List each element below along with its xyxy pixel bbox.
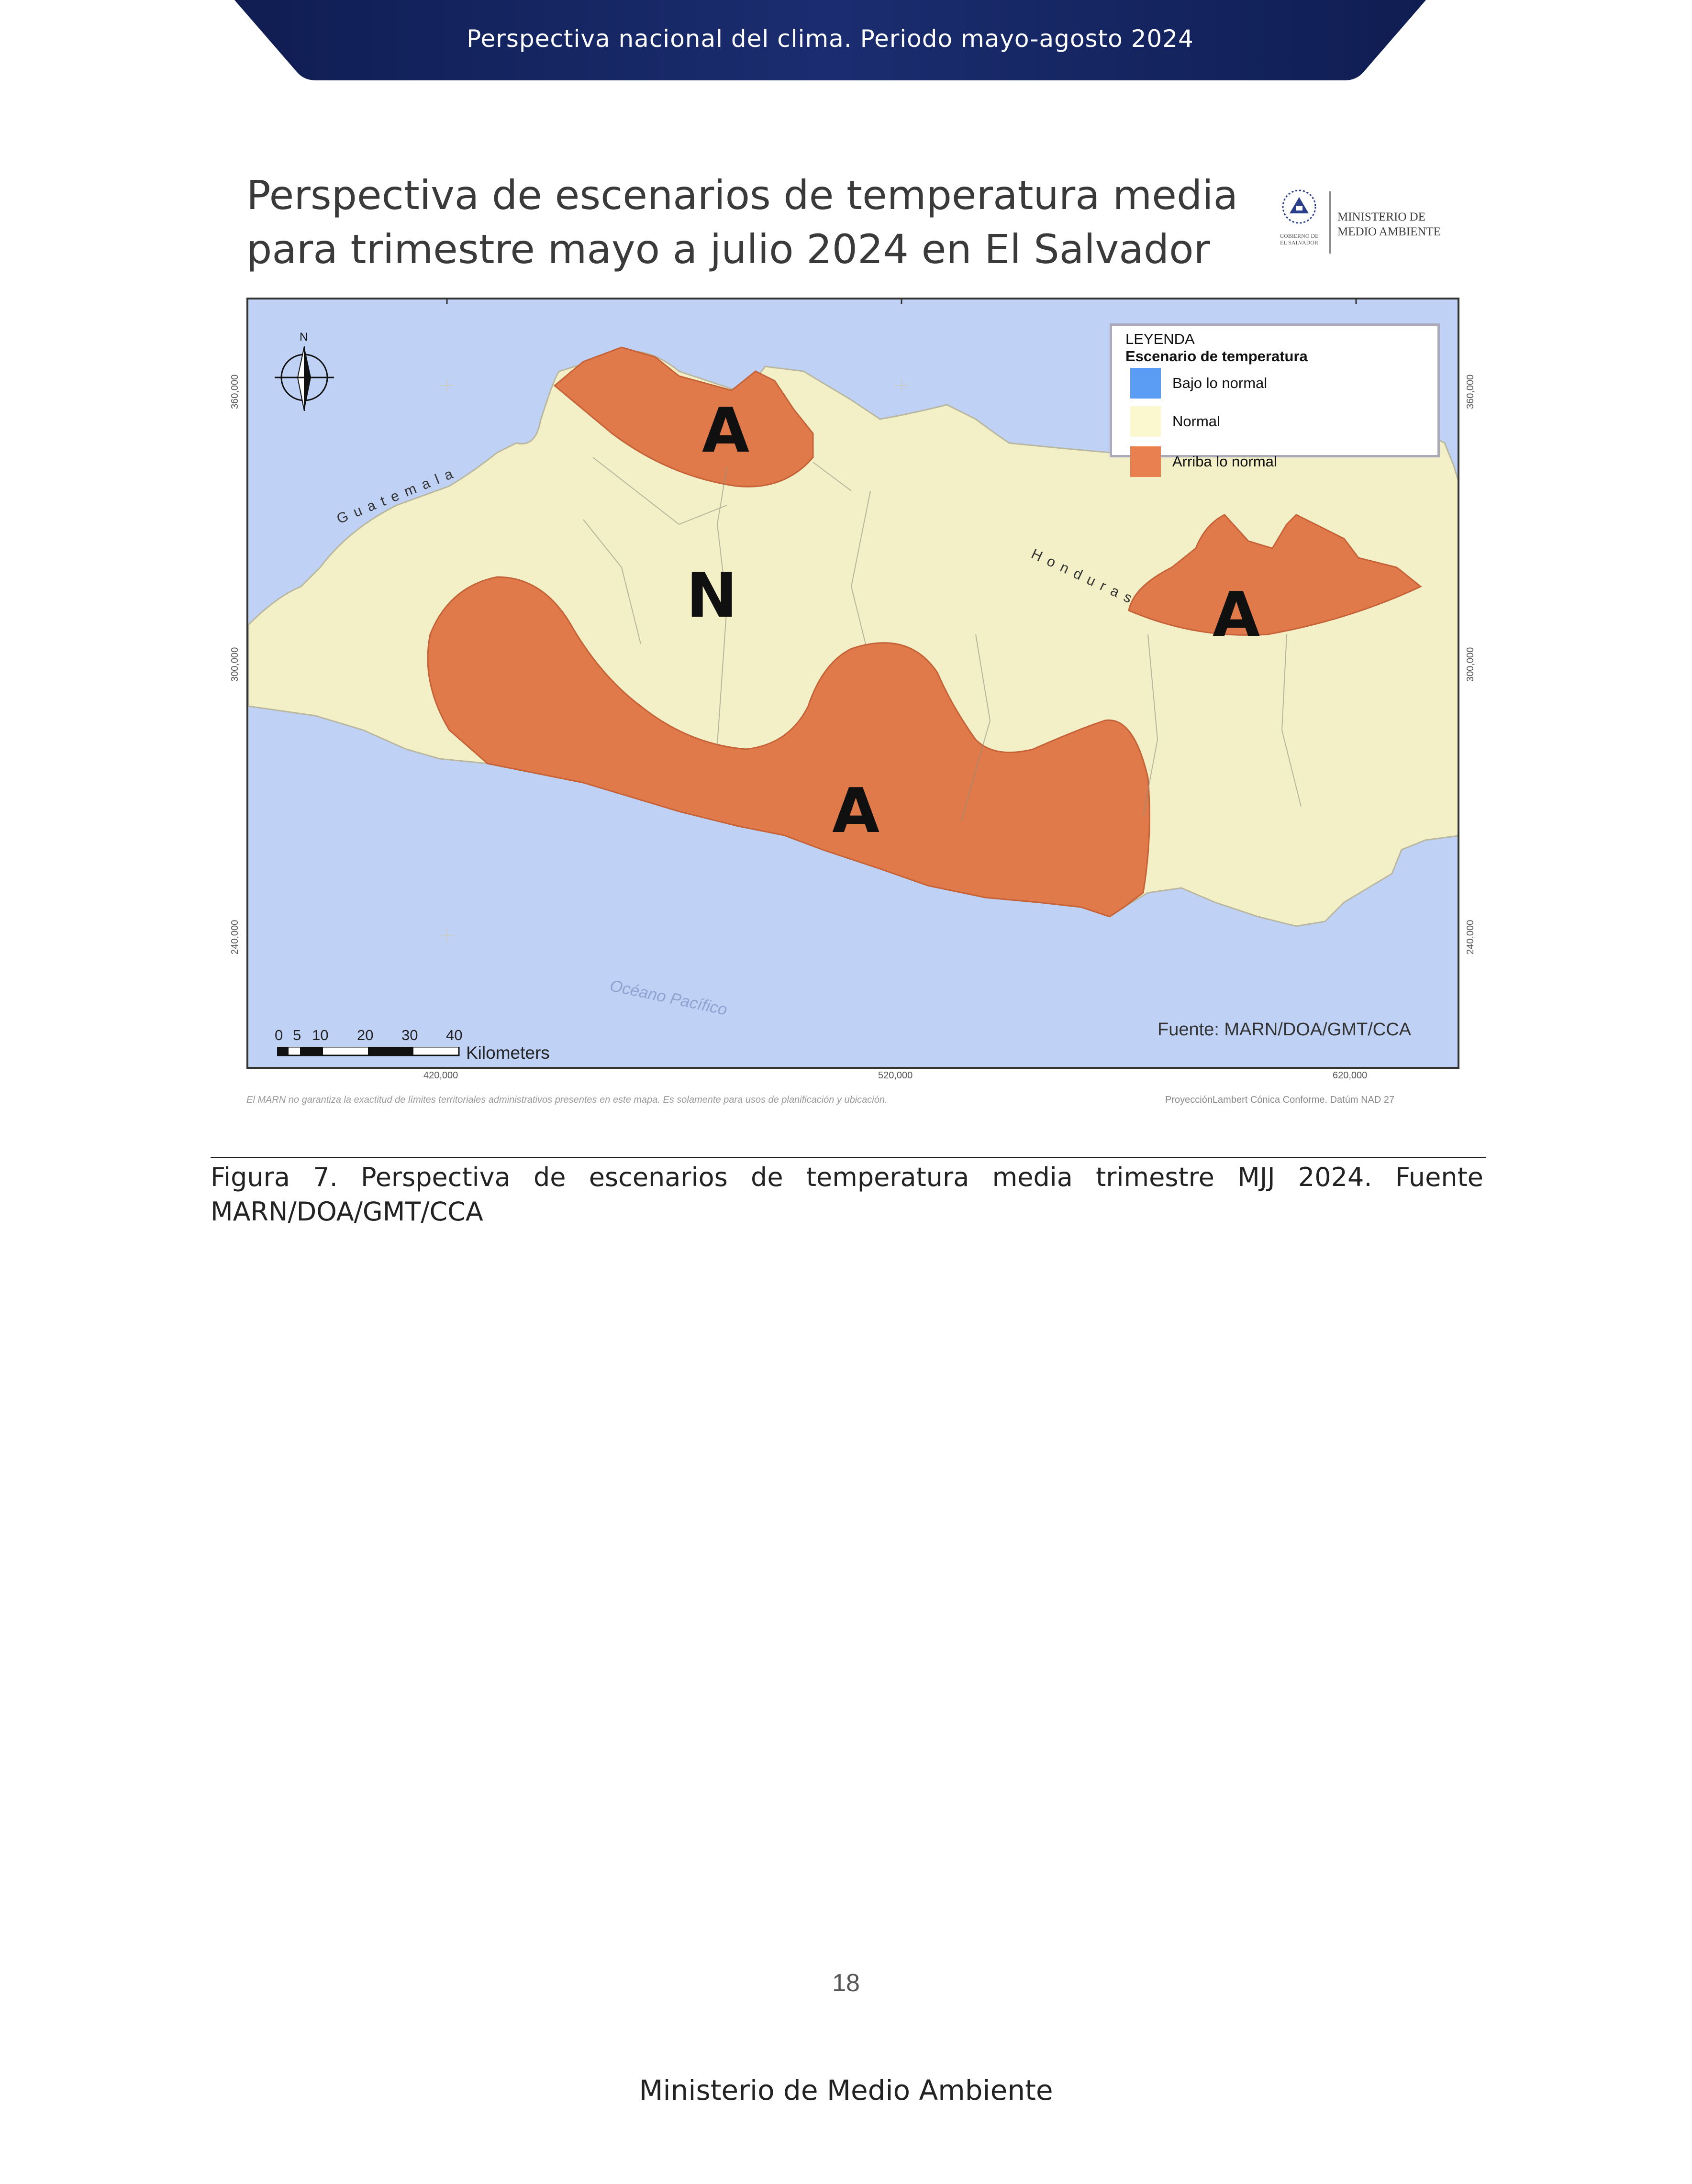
y-tick-label-right: 240,000 xyxy=(1465,920,1476,954)
legend-swatch-below xyxy=(1130,368,1161,399)
caption-rule xyxy=(211,1157,1486,1158)
map-legend: LEYENDA Escenario de temperatura Bajo lo… xyxy=(1110,323,1440,477)
x-tick-label: 520,000 xyxy=(878,1070,913,1081)
x-tick-label: 620,000 xyxy=(1333,1070,1368,1081)
scale-number: 20 xyxy=(357,1027,374,1043)
zone-above-coast xyxy=(427,576,1150,918)
gov-name: GOBIERNO DE EL SALVADOR xyxy=(1280,233,1319,246)
scale-unit: Kilometers xyxy=(466,1043,550,1063)
map-source: Fuente: MARN/DOA/GMT/CCA xyxy=(1158,1020,1411,1040)
legend-swatch-above xyxy=(1130,446,1161,477)
zone-label-above-east: A xyxy=(1213,579,1260,651)
scale-number: 40 xyxy=(446,1027,463,1043)
scale-number: 5 xyxy=(293,1027,301,1043)
map-title-line2: para trimestre mayo a julio 2024 en El S… xyxy=(246,226,1210,273)
zone-above-north xyxy=(553,346,814,488)
map-projection: ProyecciónLambert Cónica Conforme. Datúm… xyxy=(1165,1095,1395,1105)
coat-of-arms-icon xyxy=(1282,189,1316,224)
map-canvas xyxy=(248,299,1458,943)
y-tick-label-right: 300,000 xyxy=(1465,647,1476,682)
legend-label-below: Bajo lo normal xyxy=(1172,375,1268,391)
x-tick-label: 420,000 xyxy=(423,1070,458,1081)
banner-title: Perspectiva nacional del clima. Periodo … xyxy=(467,25,1194,53)
department-lines xyxy=(583,457,1302,821)
legend-label-normal: Normal xyxy=(1172,413,1220,430)
map-title: Perspectiva de escenarios de temperatura… xyxy=(246,168,1299,277)
zone-label-normal: N xyxy=(686,560,738,632)
map-title-line1: Perspectiva de escenarios de temperatura… xyxy=(246,172,1238,219)
map-disclaimer: El MARN no garantiza la exactitud de lím… xyxy=(246,1095,888,1105)
zone-label-above-coast: A xyxy=(832,776,880,847)
scale-number: 30 xyxy=(401,1027,418,1043)
graticule xyxy=(440,378,909,943)
y-tick-label: 240,000 xyxy=(230,920,240,954)
footer-text: Ministerio de Medio Ambiente xyxy=(639,2074,1053,2106)
banner-shape xyxy=(234,0,1426,80)
y-tick-label-right: 360,000 xyxy=(1465,374,1476,409)
legend-subtitle: Escenario de temperatura xyxy=(1125,348,1308,365)
header-banner: Perspectiva nacional del clima. Periodo … xyxy=(234,0,1426,80)
scale-bar-graphic xyxy=(277,1047,460,1056)
page-number: 18 xyxy=(832,1969,860,1997)
legend-swatch-normal xyxy=(1130,406,1161,437)
legend-label-above: Arriba lo normal xyxy=(1172,453,1277,470)
figure-caption: Figura 7. Perspectiva de escenarios de t… xyxy=(211,1162,1483,1227)
y-tick-label: 360,000 xyxy=(230,374,240,409)
zone-label-above-north: A xyxy=(702,395,750,466)
map-frame: A N A A Guatemala Honduras Océano Pacífi… xyxy=(246,298,1459,1069)
legend-title: LEYENDA xyxy=(1125,331,1195,347)
north-letter: N xyxy=(300,331,308,344)
ministry-logo: GOBIERNO DE EL SALVADOR MINISTERIO DE ME… xyxy=(1273,187,1464,258)
scale-number: 10 xyxy=(312,1027,329,1043)
north-arrow-icon xyxy=(275,346,334,411)
scale-number: 0 xyxy=(275,1027,283,1043)
ministry-name: MINISTERIO DE MEDIO AMBIENTE xyxy=(1337,211,1441,238)
logo-divider xyxy=(1329,191,1331,254)
axis-ticks xyxy=(446,299,1357,304)
land-el-salvador xyxy=(248,350,1458,927)
y-tick-label: 300,000 xyxy=(230,647,240,682)
zone-above-east xyxy=(1128,514,1422,636)
